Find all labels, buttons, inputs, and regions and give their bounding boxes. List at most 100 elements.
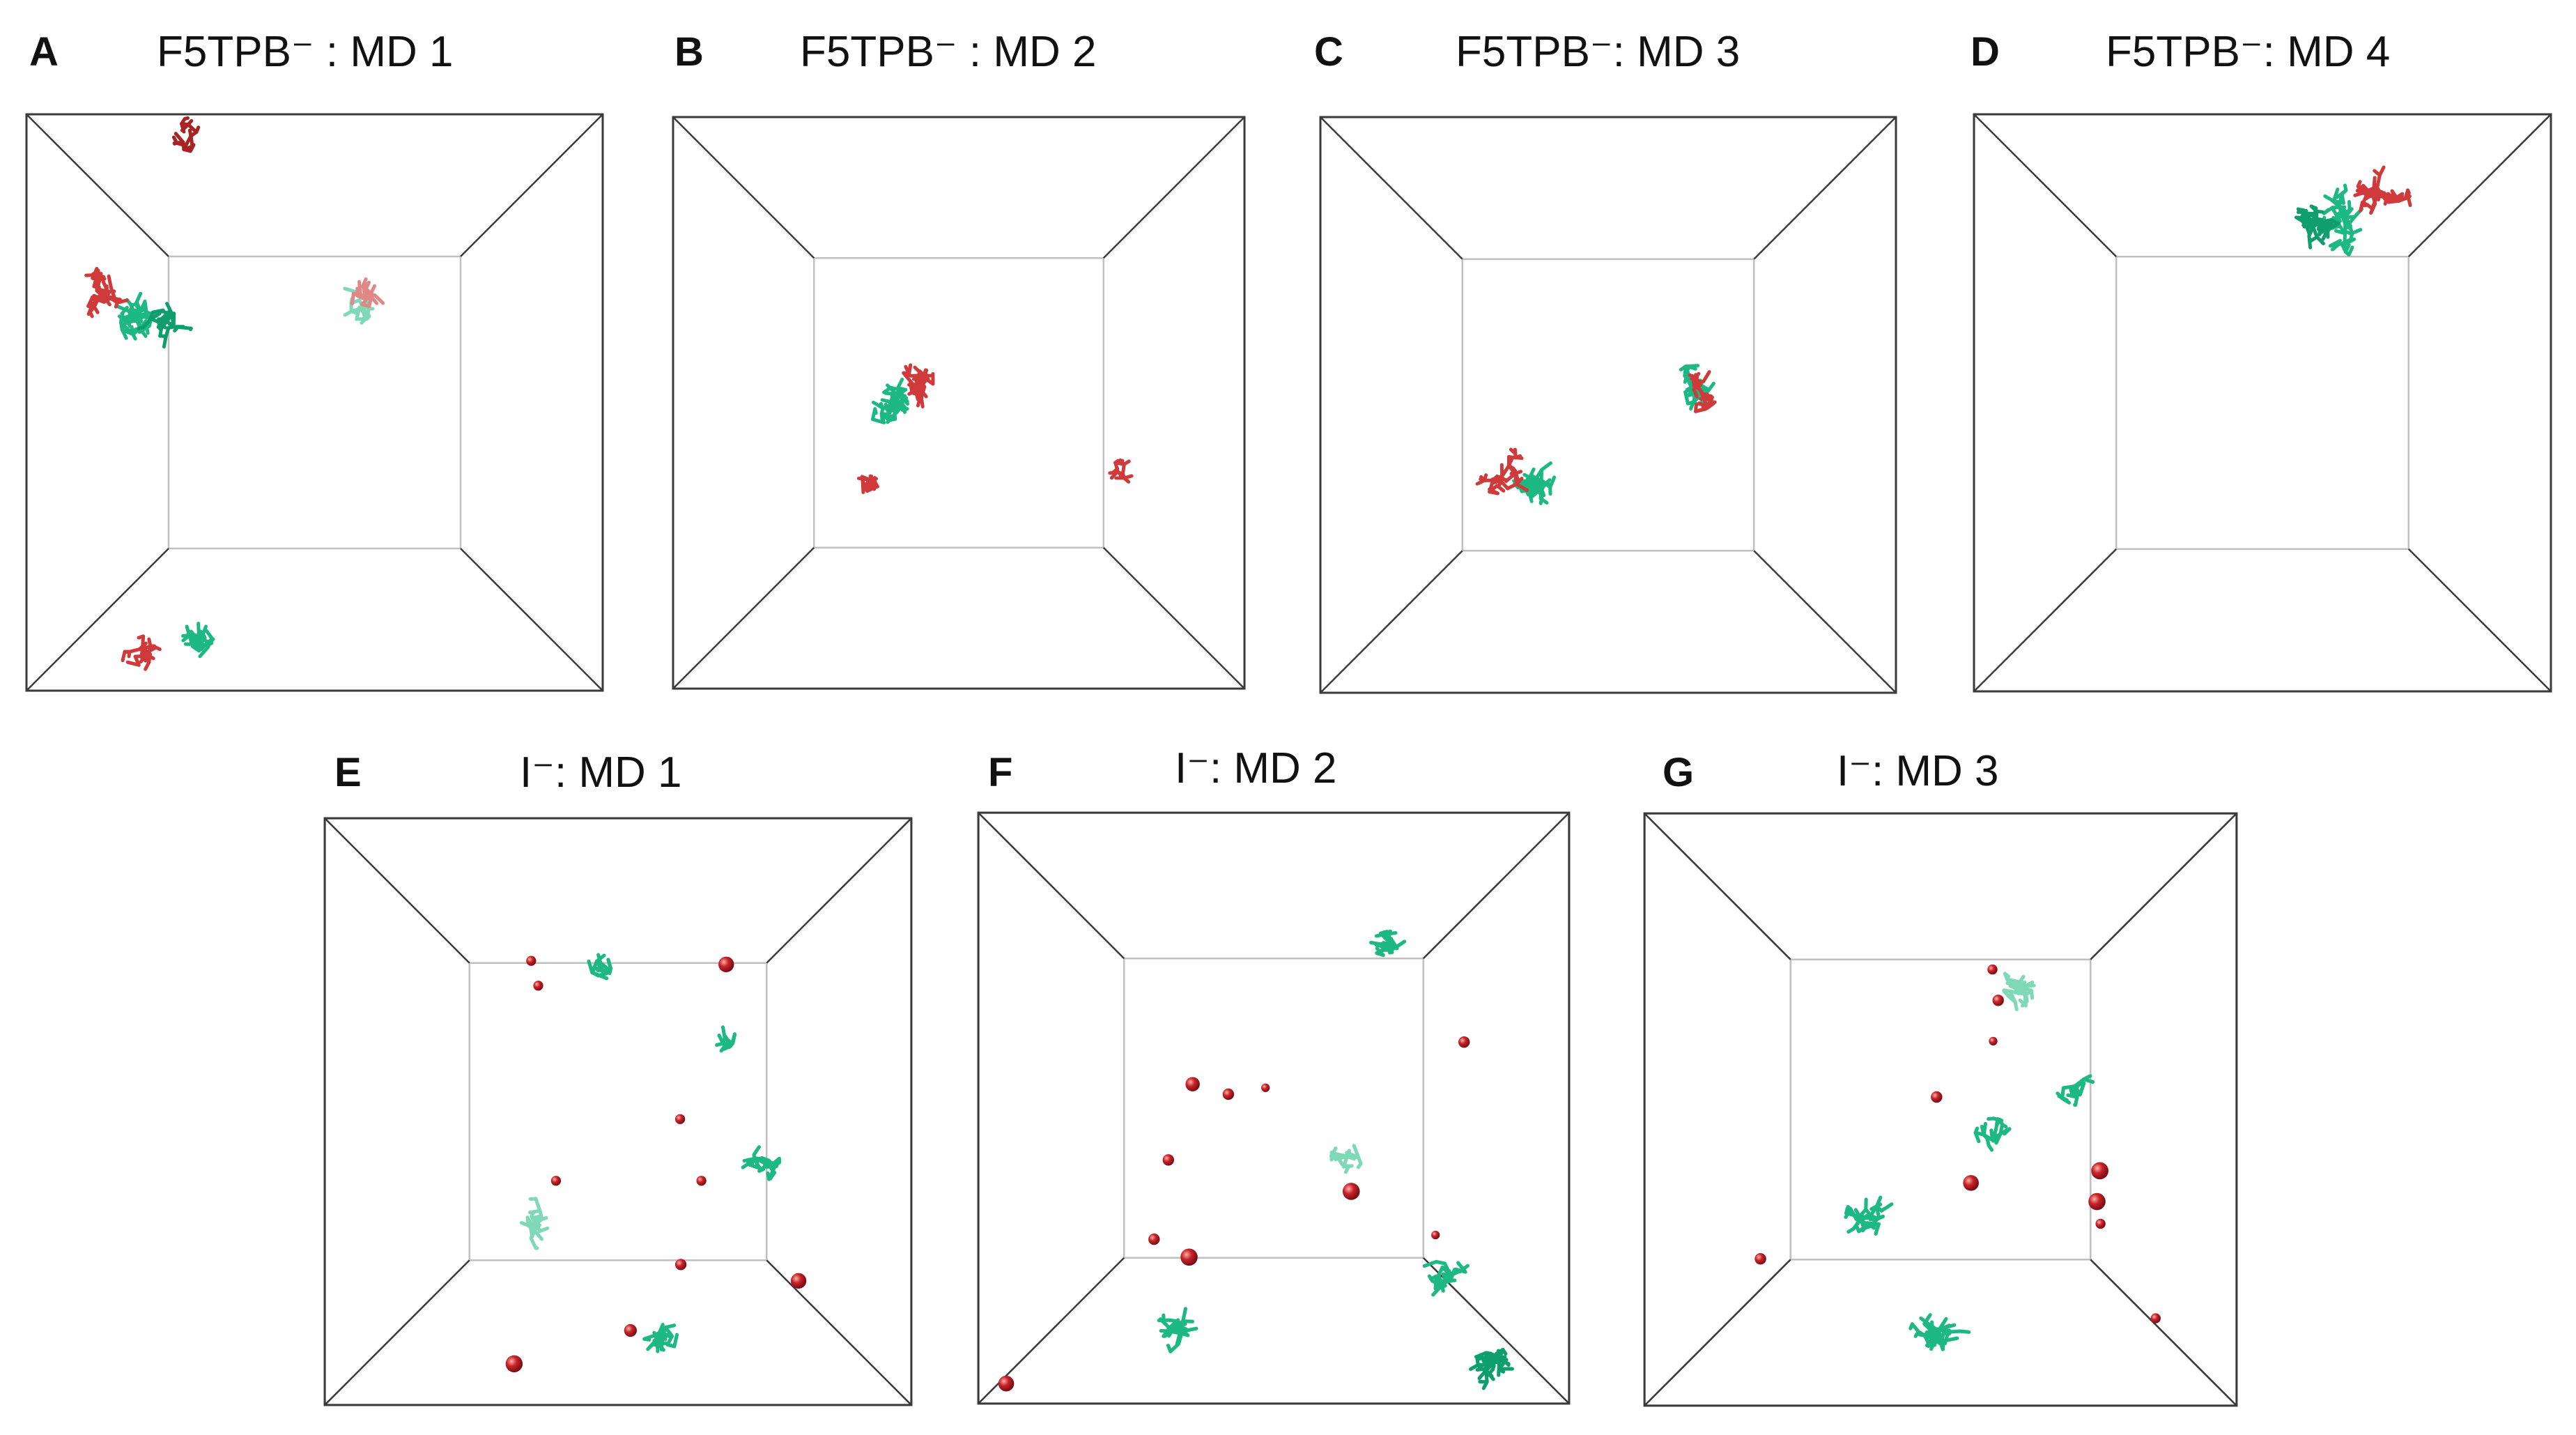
simulation-box-d bbox=[1973, 113, 2552, 693]
bond-stick bbox=[879, 411, 884, 422]
bond-stick bbox=[2328, 238, 2343, 248]
bond-stick bbox=[886, 416, 894, 424]
bond-stick bbox=[913, 365, 926, 378]
bond-stick bbox=[194, 125, 201, 135]
bond-stick bbox=[1386, 939, 1394, 955]
iodide-ion-sphere bbox=[718, 956, 734, 972]
bond-stick bbox=[1490, 479, 1499, 485]
bond-stick bbox=[919, 385, 927, 399]
bond-stick bbox=[1481, 1380, 1489, 1390]
bond-stick bbox=[1540, 461, 1552, 472]
bond-stick bbox=[1691, 373, 1698, 385]
anion-molecule bbox=[1108, 458, 1134, 484]
bond-stick bbox=[120, 305, 129, 316]
bond-stick bbox=[107, 274, 113, 289]
inner-box-edge bbox=[1123, 957, 1425, 1259]
bond-stick bbox=[1700, 392, 1709, 397]
box-diagonal-edge bbox=[1644, 1259, 1791, 1406]
bond-stick bbox=[719, 1041, 730, 1053]
cation-molecule bbox=[519, 1197, 550, 1250]
iodide-ion-sphere bbox=[1261, 1083, 1270, 1092]
bond-stick bbox=[912, 390, 920, 396]
bond-stick bbox=[1689, 400, 1695, 411]
bond-stick bbox=[369, 284, 377, 294]
box-diagonal-edge bbox=[1753, 116, 1897, 260]
panel-letter: F bbox=[988, 750, 1013, 795]
panel-title: I⁻: MD 2 bbox=[1175, 744, 1337, 792]
molecule-cluster bbox=[2295, 165, 2412, 257]
anion-molecule bbox=[1688, 370, 1717, 413]
bond-stick bbox=[642, 1337, 651, 1342]
bond-stick bbox=[1506, 457, 1512, 468]
bond-stick bbox=[188, 143, 196, 153]
bond-stick bbox=[187, 128, 193, 138]
simulation-box-b bbox=[672, 116, 1246, 690]
box-diagonal-edge bbox=[324, 1259, 470, 1406]
bond-stick bbox=[890, 410, 900, 419]
bond-stick bbox=[2003, 1127, 2012, 1136]
bond-stick bbox=[1692, 387, 1699, 399]
bond-stick bbox=[1538, 493, 1544, 505]
iodide-ion-sphere bbox=[505, 1355, 523, 1373]
bond-stick bbox=[180, 123, 190, 132]
simulation-box-g bbox=[1643, 812, 2238, 1407]
cation-molecule bbox=[1908, 1313, 1971, 1351]
bond-stick bbox=[538, 1226, 550, 1233]
bond-stick bbox=[2331, 208, 2338, 217]
bond-stick bbox=[2003, 972, 2011, 979]
box-diagonal-edge bbox=[26, 114, 169, 257]
inner-box-edge bbox=[167, 255, 462, 550]
panel-letter: A bbox=[29, 29, 59, 75]
bond-stick bbox=[1497, 1347, 1505, 1363]
bond-stick bbox=[1548, 475, 1557, 489]
bond-stick bbox=[2347, 199, 2352, 211]
cation-molecule bbox=[181, 622, 215, 659]
bond-stick bbox=[2347, 245, 2354, 257]
cation-molecule bbox=[741, 1145, 781, 1181]
bond-stick bbox=[1515, 476, 1524, 486]
panel-letter: C bbox=[1314, 29, 1343, 75]
molecule-cluster bbox=[1754, 964, 2161, 1351]
box-diagonal-edge bbox=[766, 1259, 912, 1406]
bond-stick bbox=[363, 313, 369, 321]
cation-molecule bbox=[870, 377, 910, 424]
bond-stick bbox=[2302, 221, 2311, 229]
bond-stick bbox=[766, 1171, 771, 1181]
bond-stick bbox=[343, 286, 357, 293]
bond-stick bbox=[1393, 939, 1407, 950]
bond-stick bbox=[919, 395, 925, 409]
bond-stick bbox=[368, 293, 379, 305]
bond-stick bbox=[1175, 1326, 1182, 1334]
cation-molecule bbox=[2295, 204, 2340, 250]
box-diagonal-edge bbox=[324, 818, 470, 964]
molecule-cluster bbox=[84, 116, 385, 671]
bond-stick bbox=[360, 277, 368, 289]
bond-stick bbox=[2331, 187, 2340, 203]
bond-stick bbox=[769, 1170, 777, 1181]
bond-stick bbox=[2343, 222, 2349, 230]
cation-molecule bbox=[715, 1025, 736, 1053]
simulation-box-a bbox=[25, 113, 604, 692]
cation-molecule bbox=[1844, 1195, 1894, 1236]
bond-stick bbox=[1936, 1328, 1945, 1344]
iodide-ion-sphere bbox=[2091, 1162, 2108, 1180]
bond-stick bbox=[1181, 1307, 1187, 1323]
bond-stick bbox=[1980, 1124, 1986, 1137]
box-diagonal-edge bbox=[1320, 550, 1463, 693]
iodide-ion-sphere bbox=[1342, 1183, 1360, 1200]
bond-stick bbox=[2407, 197, 2412, 208]
bond-stick bbox=[362, 286, 367, 296]
iodide-ion-sphere bbox=[1148, 1233, 1160, 1245]
box-diagonal-edge bbox=[460, 548, 603, 691]
bond-stick bbox=[343, 309, 353, 317]
panel-letter: D bbox=[1970, 29, 2000, 75]
iodide-ion-sphere bbox=[1185, 1077, 1200, 1091]
molecule-cluster bbox=[1475, 364, 1717, 505]
iodide-ion-sphere bbox=[1431, 1230, 1440, 1240]
bond-stick bbox=[868, 474, 877, 484]
bond-stick bbox=[125, 660, 141, 667]
bond-stick bbox=[162, 334, 168, 349]
bond-stick bbox=[1513, 470, 1523, 475]
bond-stick bbox=[1159, 1328, 1174, 1334]
cation-molecule bbox=[1329, 1144, 1363, 1174]
